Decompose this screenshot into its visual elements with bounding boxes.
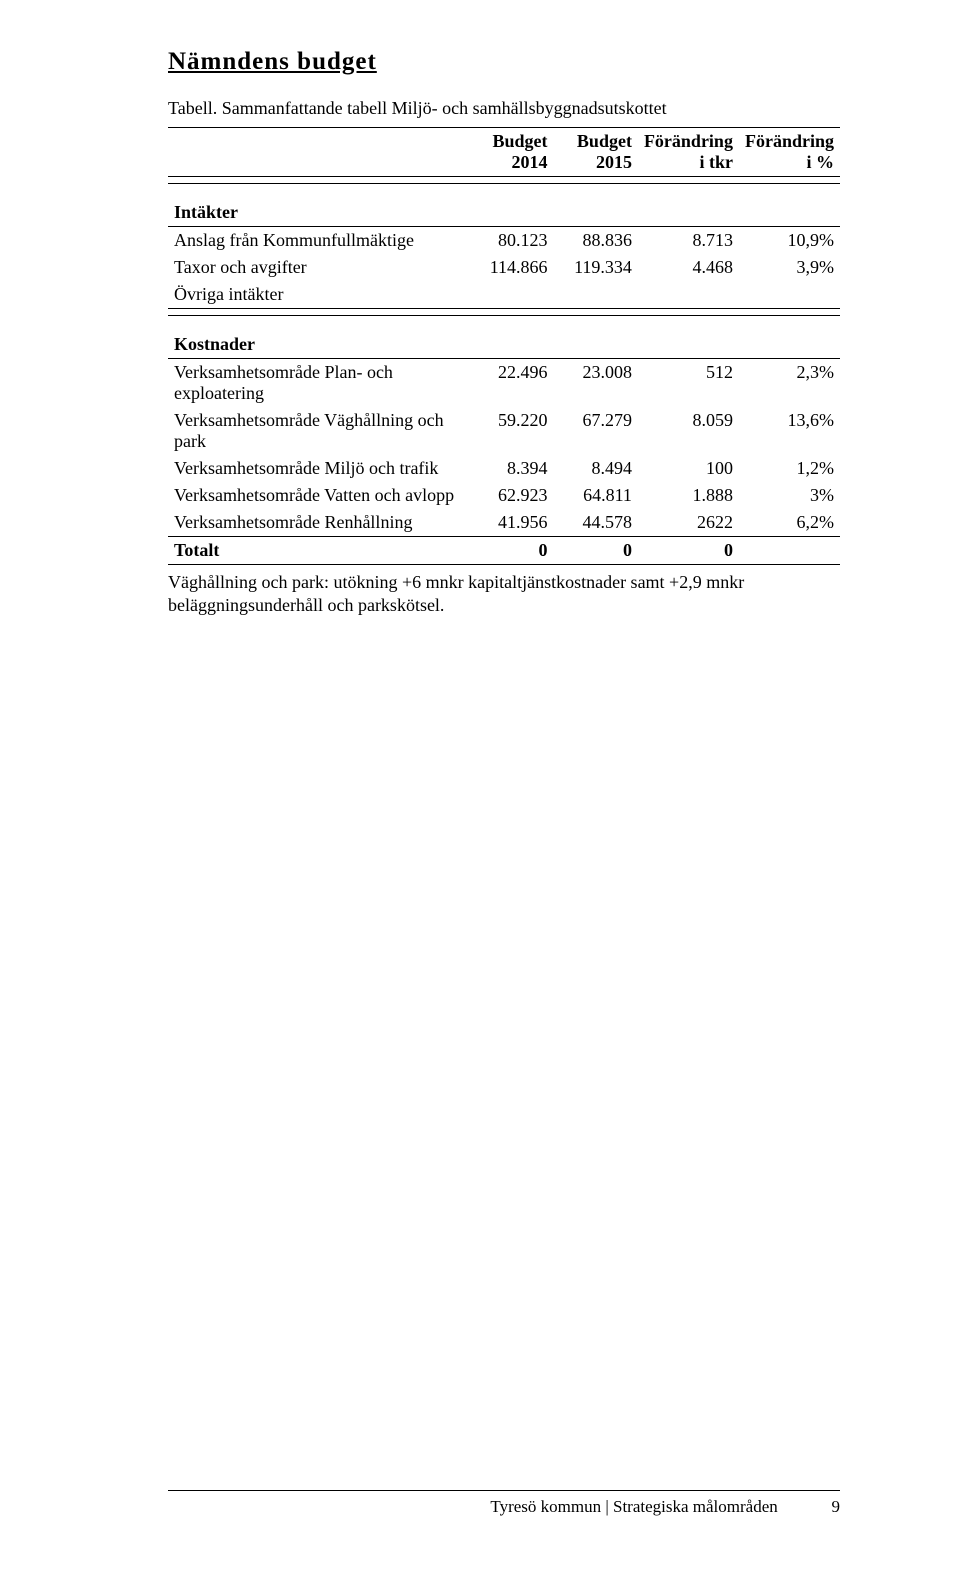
spacer-row [168, 177, 840, 184]
row-label: Övriga intäkter [168, 281, 469, 309]
cell: 22.496 [469, 359, 553, 408]
cell: 100 [638, 455, 739, 482]
table-row: Anslag från Kommunfullmäktige 80.123 88.… [168, 227, 840, 255]
cell: 512 [638, 359, 739, 408]
cell: 59.220 [469, 407, 553, 455]
row-label: Totalt [168, 537, 469, 565]
section-header-kostnader: Kostnader [168, 316, 840, 359]
cell: 3,9% [739, 254, 840, 281]
cell: 8.059 [638, 407, 739, 455]
cell: 0 [554, 537, 638, 565]
cell: 8.494 [554, 455, 638, 482]
footer-text: Tyresö kommun | Strategiska målområden [490, 1497, 777, 1516]
table-row: Övriga intäkter [168, 281, 840, 309]
col-header: 2014 [512, 152, 548, 172]
row-label: Verksamhetsområde Väghållning och [174, 410, 444, 430]
table-row: Verksamhetsområde Renhållning 41.956 44.… [168, 509, 840, 537]
col-header: Budget [577, 131, 632, 151]
table-header-row: Budget2014 Budget2015 Förändringi tkr Fö… [168, 128, 840, 177]
cell: 41.956 [469, 509, 553, 537]
col-header: Budget [493, 131, 548, 151]
table-row: Verksamhetsområde Miljö och trafik 8.394… [168, 455, 840, 482]
row-label: park [174, 431, 206, 451]
page-footer: Tyresö kommun | Strategiska målområden 9 [168, 1490, 840, 1517]
col-header: i % [806, 152, 834, 172]
row-label: exploatering [174, 383, 264, 403]
cell: 80.123 [469, 227, 553, 255]
table-row: Taxor och avgifter 114.866 119.334 4.468… [168, 254, 840, 281]
cell: 1.888 [638, 482, 739, 509]
section-label: Intäkter [174, 202, 238, 222]
row-label: Anslag från Kommunfullmäktige [168, 227, 469, 255]
table-footnote: Väghållning och park: utökning +6 mnkr k… [168, 571, 840, 618]
table-row: Verksamhetsområde Vatten och avlopp 62.9… [168, 482, 840, 509]
cell: 10,9% [739, 227, 840, 255]
spacer-row [168, 309, 840, 316]
row-label: Taxor och avgifter [168, 254, 469, 281]
col-header: 2015 [596, 152, 632, 172]
cell: 2,3% [739, 359, 840, 408]
row-label: Verksamhetsområde Vatten och avlopp [168, 482, 469, 509]
cell: 67.279 [554, 407, 638, 455]
table-row: Verksamhetsområde Plan- ochexploatering … [168, 359, 840, 408]
cell: 6,2% [739, 509, 840, 537]
cell: 13,6% [739, 407, 840, 455]
row-label: Verksamhetsområde Renhållning [168, 509, 469, 537]
cell: 88.836 [554, 227, 638, 255]
section-label: Kostnader [174, 334, 255, 354]
cell: 44.578 [554, 509, 638, 537]
section-header-intakter: Intäkter [168, 184, 840, 227]
cell: 2622 [638, 509, 739, 537]
row-label: Verksamhetsområde Miljö och trafik [168, 455, 469, 482]
cell: 119.334 [554, 254, 638, 281]
cell: 23.008 [554, 359, 638, 408]
cell: 114.866 [469, 254, 553, 281]
cell: 8.394 [469, 455, 553, 482]
page-number: 9 [782, 1497, 840, 1517]
col-header: Förändring [745, 131, 834, 151]
total-row: Totalt 0 0 0 [168, 537, 840, 565]
row-label: Verksamhetsområde Plan- och [174, 362, 393, 382]
budget-table: Budget2014 Budget2015 Förändringi tkr Fö… [168, 127, 840, 565]
table-caption: Tabell. Sammanfattande tabell Miljö- och… [168, 98, 840, 119]
cell: 0 [638, 537, 739, 565]
cell: 8.713 [638, 227, 739, 255]
cell: 1,2% [739, 455, 840, 482]
cell: 62.923 [469, 482, 553, 509]
page-title: Nämndens budget [168, 48, 840, 76]
table-row: Verksamhetsområde Väghållning ochpark 59… [168, 407, 840, 455]
cell: 3% [739, 482, 840, 509]
cell: 0 [469, 537, 553, 565]
footer-divider [168, 1490, 840, 1491]
cell: 4.468 [638, 254, 739, 281]
page: Nämndens budget Tabell. Sammanfattande t… [0, 0, 960, 1577]
col-header: Förändring [644, 131, 733, 151]
cell: 64.811 [554, 482, 638, 509]
col-header: i tkr [699, 152, 733, 172]
